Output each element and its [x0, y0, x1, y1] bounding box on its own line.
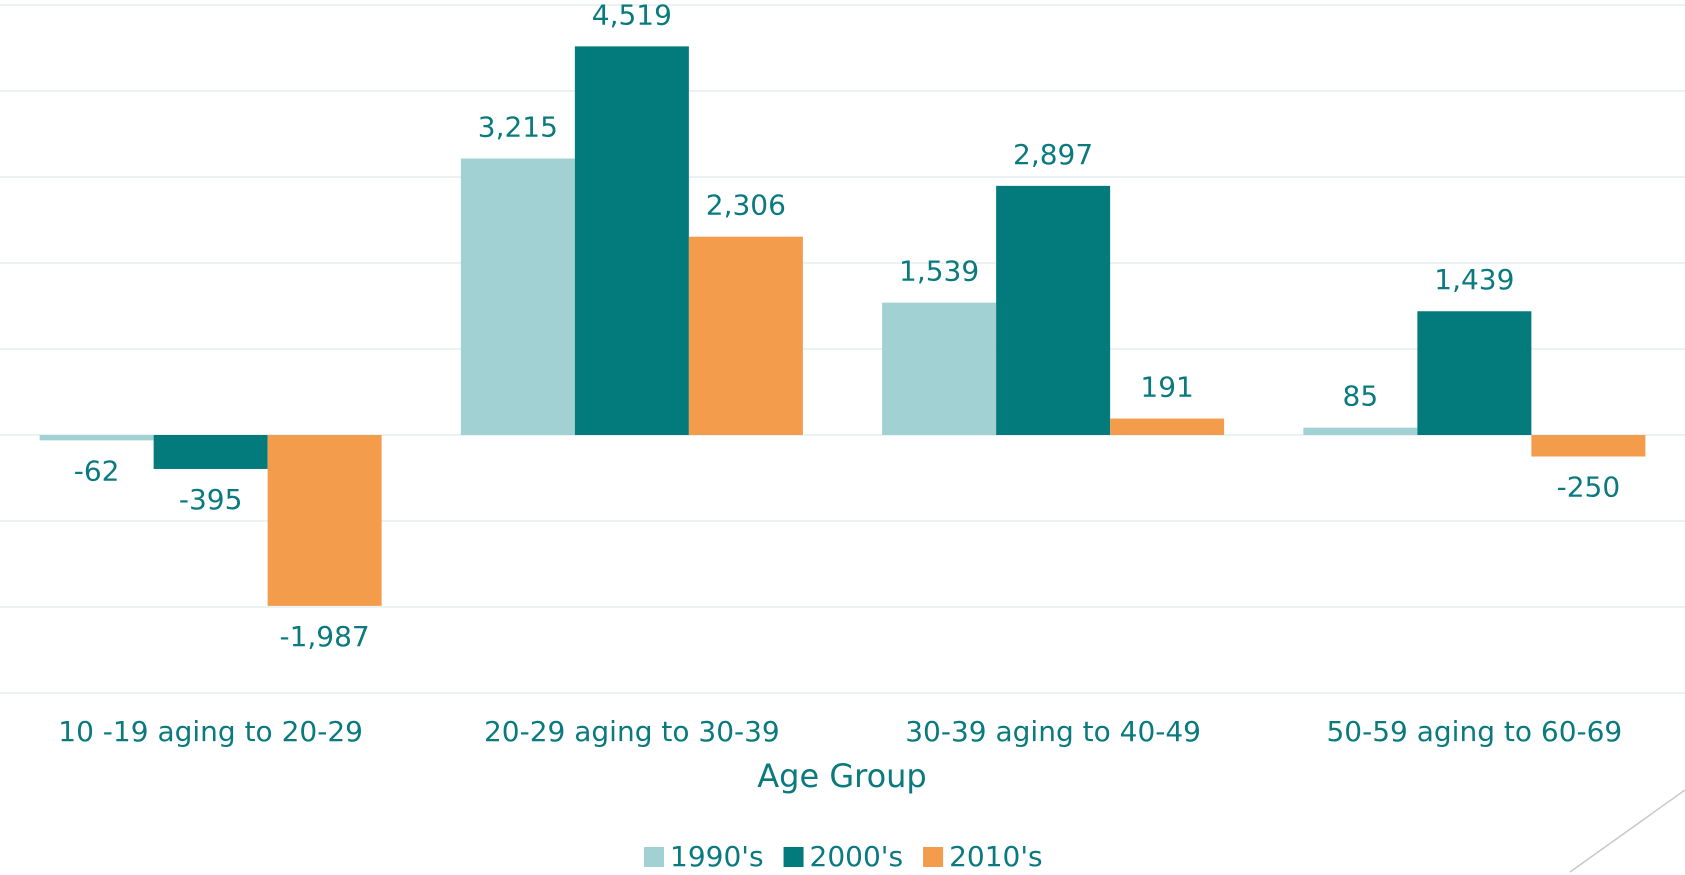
bar [460, 158, 575, 435]
data-label: 85 [1343, 380, 1379, 413]
data-label: -62 [74, 454, 120, 487]
legend-swatch [644, 847, 664, 867]
x-tick-label: 30-39 aging to 40-49 [905, 715, 1201, 748]
bar [267, 435, 382, 606]
data-label: 4,519 [592, 0, 672, 31]
bar [1531, 435, 1646, 457]
data-label: -250 [1557, 471, 1621, 504]
data-label: 2,306 [706, 189, 786, 222]
bar [882, 302, 997, 435]
bar [153, 435, 268, 469]
legend-label: 2010's [949, 840, 1043, 873]
bar [996, 185, 1111, 435]
x-axis-title: Age Group [757, 757, 926, 795]
bar [39, 435, 154, 441]
bar [1110, 418, 1225, 435]
data-label: 191 [1140, 371, 1193, 404]
data-label: -395 [179, 483, 243, 516]
legend-swatch [923, 847, 944, 867]
bar [1303, 427, 1418, 435]
data-label: 1,439 [1434, 263, 1514, 296]
data-label: 2,897 [1013, 138, 1093, 171]
decor-line [1569, 789, 1685, 873]
legend-label: 2000's [810, 840, 904, 873]
bar [1417, 311, 1532, 435]
legend: 1990's 2000's 2010's [644, 840, 1043, 873]
bar [688, 236, 803, 435]
legend-label: 1990's [670, 840, 764, 873]
data-label: -1,987 [279, 620, 369, 653]
data-label: 1,539 [899, 255, 979, 288]
legend-swatch [783, 847, 804, 867]
data-label: 3,215 [478, 111, 558, 144]
x-tick-label: 10 -19 aging to 20-29 [58, 715, 363, 748]
x-tick-label: 20-29 aging to 30-39 [484, 715, 780, 748]
x-tick-label: 50-59 aging to 60-69 [1326, 715, 1622, 748]
bar [574, 46, 689, 436]
